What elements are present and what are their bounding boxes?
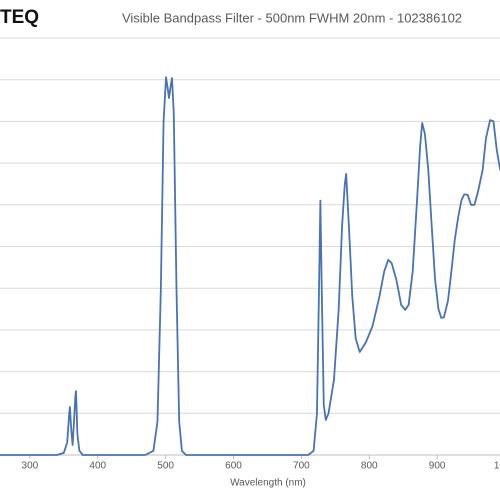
- x-axis-label: Wavelength (nm): [230, 478, 306, 489]
- line-series: [0, 76, 500, 456]
- x-tick-label: 900: [429, 461, 446, 472]
- x-tick-label: 1000: [494, 461, 500, 472]
- x-tick-label: 600: [225, 461, 242, 472]
- x-tick-label: 700: [293, 461, 310, 472]
- x-tick-label: 800: [361, 461, 378, 472]
- x-tick-label: 500: [157, 461, 174, 472]
- x-tick-label: 300: [22, 461, 39, 472]
- x-tick-label: 400: [89, 461, 106, 472]
- chart-title: Visible Bandpass Filter - 500nm FWHM 20n…: [122, 10, 462, 25]
- logo: TEQ: [0, 7, 39, 28]
